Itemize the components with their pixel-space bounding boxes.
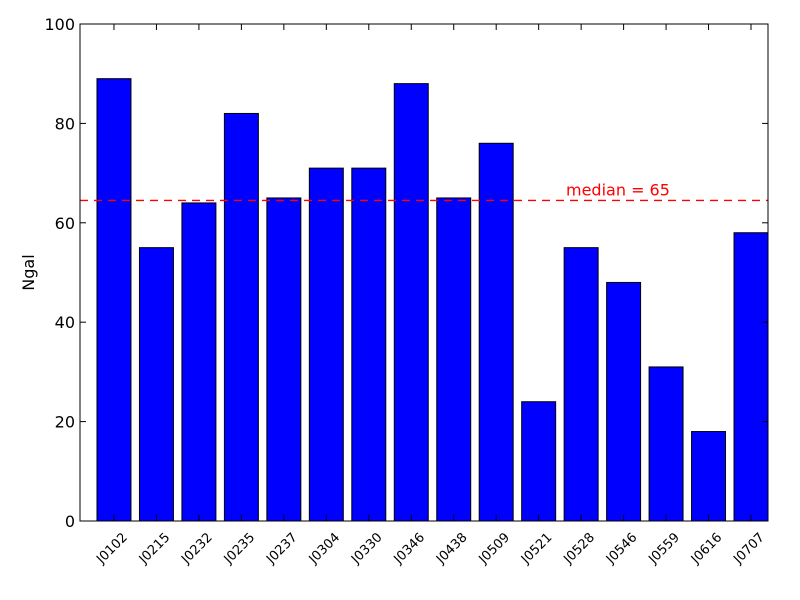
x-tick-label-J0235: J0235: [221, 530, 258, 567]
bar-J0616: [691, 431, 727, 522]
bar-J0528: [563, 247, 599, 522]
plot-frame: [79, 23, 769, 522]
bar-J0235: [223, 112, 259, 522]
y-tick-label-20: 20: [55, 413, 75, 432]
bar-J0215: [138, 247, 174, 522]
bar-J0102: [96, 78, 132, 522]
x-tick-label-J0346: J0346: [391, 530, 428, 567]
bars-layer: [96, 78, 769, 522]
x-tick-label-J0438: J0438: [433, 530, 470, 567]
bar-J0237: [266, 197, 302, 522]
x-tick-label-J0707: J0707: [730, 530, 767, 567]
x-tick-label-J0509: J0509: [476, 530, 513, 567]
x-tick-label-J0559: J0559: [645, 530, 682, 567]
bar-J0559: [648, 366, 684, 522]
x-tick-label-J0521: J0521: [518, 530, 555, 567]
bar-J0232: [181, 202, 217, 522]
x-tick-label-J0304: J0304: [306, 530, 343, 567]
bar-J0509: [478, 142, 514, 522]
y-tick-label-0: 0: [65, 512, 75, 531]
x-tick-label-J0330: J0330: [348, 530, 385, 567]
bar-J0707: [733, 232, 769, 522]
x-tick-label-J0528: J0528: [561, 530, 598, 567]
bar-J0304: [308, 167, 344, 522]
x-tick-label-J0215: J0215: [136, 530, 173, 567]
x-tick-label-J0616: J0616: [688, 530, 725, 567]
y-axis-ticks: 0 20 40 60 80 100: [44, 15, 768, 531]
median-layer: median = 65: [80, 180, 768, 202]
y-axis-label: Ngal: [19, 254, 38, 290]
bar-J0330: [351, 167, 387, 522]
x-tick-label-J0546: J0546: [603, 530, 640, 567]
y-tick-label-100: 100: [44, 15, 75, 34]
median-label: median = 65: [566, 180, 670, 199]
bar-J0438: [436, 197, 472, 522]
bar-J0346: [393, 83, 429, 522]
x-tick-label-J0237: J0237: [263, 530, 300, 567]
y-tick-label-60: 60: [55, 214, 75, 233]
x-tick-label-J0102: J0102: [93, 530, 130, 567]
bar-J0546: [606, 281, 642, 522]
y-tick-label-40: 40: [55, 313, 75, 332]
x-tick-label-J0232: J0232: [178, 530, 215, 567]
bar-J0521: [521, 401, 557, 522]
y-tick-label-80: 80: [55, 114, 75, 133]
